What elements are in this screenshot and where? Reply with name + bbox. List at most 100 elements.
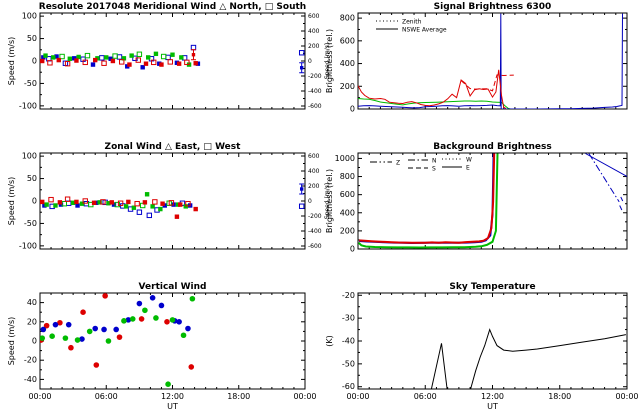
- data-point: [91, 200, 97, 205]
- y-tick-label: 0: [32, 57, 37, 66]
- y-tick-label: -50: [24, 219, 37, 228]
- y-tick-label: -40: [24, 375, 37, 384]
- data-point: [193, 61, 198, 66]
- right-tick-label: 200: [308, 43, 320, 50]
- data-point: [40, 58, 45, 64]
- data-point: [298, 50, 305, 56]
- data-point: [157, 61, 162, 66]
- data-point: [184, 59, 190, 66]
- y-tick-label: -50: [342, 359, 355, 368]
- data-point: [82, 198, 88, 204]
- data-layer: [40, 44, 305, 74]
- chart-title: Sky Temperature: [449, 282, 535, 292]
- data-point: [158, 302, 165, 309]
- legend-label: N: [432, 158, 437, 165]
- data-point: [178, 202, 183, 207]
- y-tick-label: 400: [340, 59, 355, 68]
- right-tick-label: -600: [308, 103, 322, 110]
- series-blue-evening-solid: [585, 153, 627, 177]
- data-point: [40, 199, 45, 205]
- data-point: [143, 61, 149, 66]
- y-tick-label: -100: [19, 241, 37, 250]
- right-tick-label: 400: [308, 168, 320, 175]
- data-point: [151, 59, 157, 66]
- y-axis-title: (K): [325, 335, 334, 347]
- plot-frame: [357, 12, 628, 110]
- y-tick-label: 600: [340, 190, 355, 199]
- data-point: [146, 55, 151, 60]
- data-point: [101, 60, 107, 66]
- data-point: [42, 203, 47, 208]
- data-point: [109, 200, 114, 205]
- right-tick-label: -200: [308, 213, 322, 220]
- data-point: [131, 205, 137, 210]
- series-red-bg: [359, 153, 496, 244]
- data-point: [111, 202, 117, 207]
- chart-title: Signal Brightness 6300: [434, 2, 552, 12]
- data-point: [189, 295, 196, 302]
- data-point: [188, 364, 195, 370]
- series-blue-bg: [359, 153, 495, 245]
- data-point: [57, 319, 63, 326]
- data-point: [62, 335, 69, 341]
- data-point: [76, 54, 81, 60]
- y-tick-label: 0: [32, 197, 37, 206]
- data-point: [164, 319, 170, 325]
- right-tick-label: 200: [308, 183, 320, 190]
- data-point: [114, 201, 120, 208]
- right-tick-label: 0: [308, 58, 312, 65]
- y-tick-label: 200: [340, 82, 355, 91]
- data-point: [185, 325, 191, 332]
- data-point: [121, 56, 127, 61]
- data-point: [59, 53, 65, 60]
- legend-label: S: [432, 166, 436, 173]
- y-tick-label: -20: [342, 291, 355, 300]
- y-tick-label: 50: [27, 34, 37, 43]
- data-point: [64, 196, 71, 202]
- data-point: [117, 200, 124, 206]
- y-tick-label: 800: [340, 172, 355, 181]
- data-point: [152, 199, 158, 205]
- chart-title: Vertical Wind: [139, 282, 207, 292]
- data-point: [43, 322, 50, 329]
- data-point: [86, 328, 93, 335]
- chart-vertical-wind: Vertical Wind 00:00 06:00 12:00 18:00 00:00 UT…: [7, 282, 317, 411]
- data-point: [92, 325, 99, 332]
- data-point: [54, 54, 59, 59]
- data-point: [135, 57, 141, 63]
- data-point: [104, 55, 109, 60]
- y-axis-title: Speed (m/s): [7, 177, 16, 226]
- data-point: [169, 317, 176, 323]
- y-tick-label: 800: [340, 14, 355, 23]
- series-blue-evening-dashes: [620, 196, 624, 202]
- data-point: [100, 199, 106, 205]
- data-point: [79, 201, 85, 206]
- data-point: [68, 344, 74, 351]
- y-tick-label: -60: [342, 382, 355, 391]
- data-point: [93, 362, 100, 368]
- data-point: [79, 336, 85, 342]
- data-point: [101, 326, 107, 333]
- right-axis-title: Speed (m/s): [324, 43, 331, 79]
- data-point: [97, 200, 102, 205]
- chart-meridional-wind: Resolute 2017048 Meridional Wind △ North…: [7, 2, 331, 110]
- data-point: [158, 206, 163, 212]
- y-tick-label: 400: [340, 208, 355, 217]
- y-tick-label: 20: [27, 317, 37, 326]
- chart-sky-temperature: Sky Temperature 00:00 06:00 12:00 18:00 00:00…: [325, 282, 639, 411]
- right-tick-label: 600: [308, 153, 320, 160]
- data-point: [113, 326, 119, 333]
- data-point: [40, 335, 46, 341]
- data-point: [139, 202, 146, 209]
- data-point: [193, 206, 198, 212]
- data-point: [140, 65, 145, 70]
- data-layer: [358, 153, 627, 249]
- legend-label: W: [466, 157, 472, 164]
- y-axis-title: Speed (m/s): [7, 37, 16, 86]
- data-point: [112, 53, 118, 59]
- x-tick-label: 18:00: [548, 392, 571, 401]
- data-point: [47, 60, 53, 66]
- x-tick-label: 12:00: [481, 392, 504, 401]
- data-point: [84, 52, 91, 59]
- data-point: [142, 307, 148, 314]
